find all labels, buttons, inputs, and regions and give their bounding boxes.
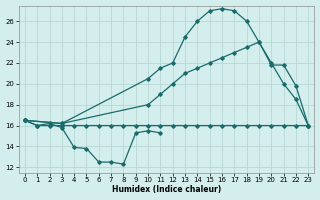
X-axis label: Humidex (Indice chaleur): Humidex (Indice chaleur) (112, 185, 221, 194)
